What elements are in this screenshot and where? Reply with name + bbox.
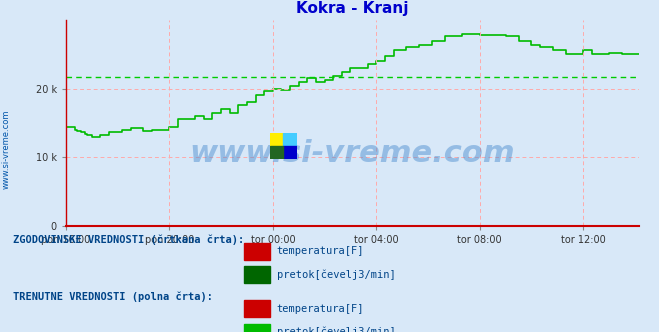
Text: pretok[čevelj3/min]: pretok[čevelj3/min] — [277, 327, 395, 332]
Text: temperatura[F]: temperatura[F] — [277, 246, 364, 256]
Text: temperatura[F]: temperatura[F] — [277, 304, 364, 314]
FancyBboxPatch shape — [244, 266, 270, 283]
FancyBboxPatch shape — [244, 243, 270, 260]
Bar — [283, 133, 297, 146]
Bar — [283, 146, 297, 159]
Bar — [270, 146, 283, 159]
Text: ZGODOVINSKE VREDNOSTI (črtkana črta):: ZGODOVINSKE VREDNOSTI (črtkana črta): — [13, 234, 244, 245]
FancyBboxPatch shape — [244, 323, 270, 332]
Title: Kokra - Kranj: Kokra - Kranj — [297, 1, 409, 16]
Text: pretok[čevelj3/min]: pretok[čevelj3/min] — [277, 269, 395, 280]
Bar — [270, 133, 283, 146]
Text: TRENUTNE VREDNOSTI (polna črta):: TRENUTNE VREDNOSTI (polna črta): — [13, 291, 213, 302]
FancyBboxPatch shape — [244, 300, 270, 317]
Text: www.si-vreme.com: www.si-vreme.com — [2, 110, 11, 189]
Text: www.si-vreme.com: www.si-vreme.com — [190, 139, 515, 168]
